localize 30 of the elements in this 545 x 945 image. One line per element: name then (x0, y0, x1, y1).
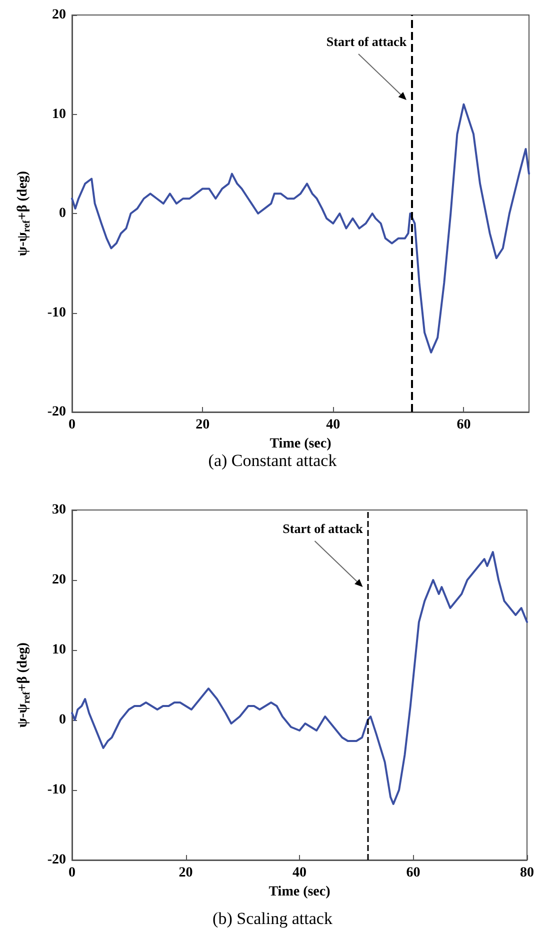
y-axis-title: ψ-ψref+β (deg) (16, 170, 32, 256)
y-tick-label: 0 (59, 712, 66, 728)
y-tick-label: 20 (52, 572, 66, 588)
y-tick-label: 10 (52, 106, 66, 122)
x-axis-title: Time (sec) (270, 436, 332, 452)
line-series (71, 551, 528, 805)
text: (a) Constant attack (208, 451, 338, 470)
x-tick-label: 60 (406, 866, 420, 880)
y-tick-label: 20 (52, 8, 66, 22)
x-axis-title: Time (sec) (268, 884, 331, 900)
y-axis-title: ψ-ψref+β (deg) (16, 642, 32, 728)
y-tick-label: -10 (47, 782, 66, 798)
line-series (71, 103, 530, 354)
x-tick-label: 40 (326, 418, 340, 432)
annotation: Start of attack (326, 34, 408, 49)
x-tick-label: 20 (178, 866, 193, 880)
x-tick-label: 20 (196, 418, 210, 432)
x-tick-label: 80 (520, 866, 534, 880)
x-tick-label: 60 (456, 418, 471, 432)
x-tick-label: 0 (68, 866, 76, 880)
y-tick-label: -20 (47, 852, 66, 868)
annotation: Start of attack (282, 521, 364, 536)
y-tick-label: 0 (59, 206, 66, 221)
y-tick-label: 30 (52, 502, 66, 518)
y-tick-label: -10 (47, 305, 66, 320)
y-tick-label: -20 (47, 404, 66, 420)
x-tick-label: 40 (292, 866, 306, 880)
text: (b) Scaling attack (212, 909, 333, 928)
y-tick-label: 10 (52, 642, 66, 658)
x-tick-label: 0 (68, 418, 76, 432)
